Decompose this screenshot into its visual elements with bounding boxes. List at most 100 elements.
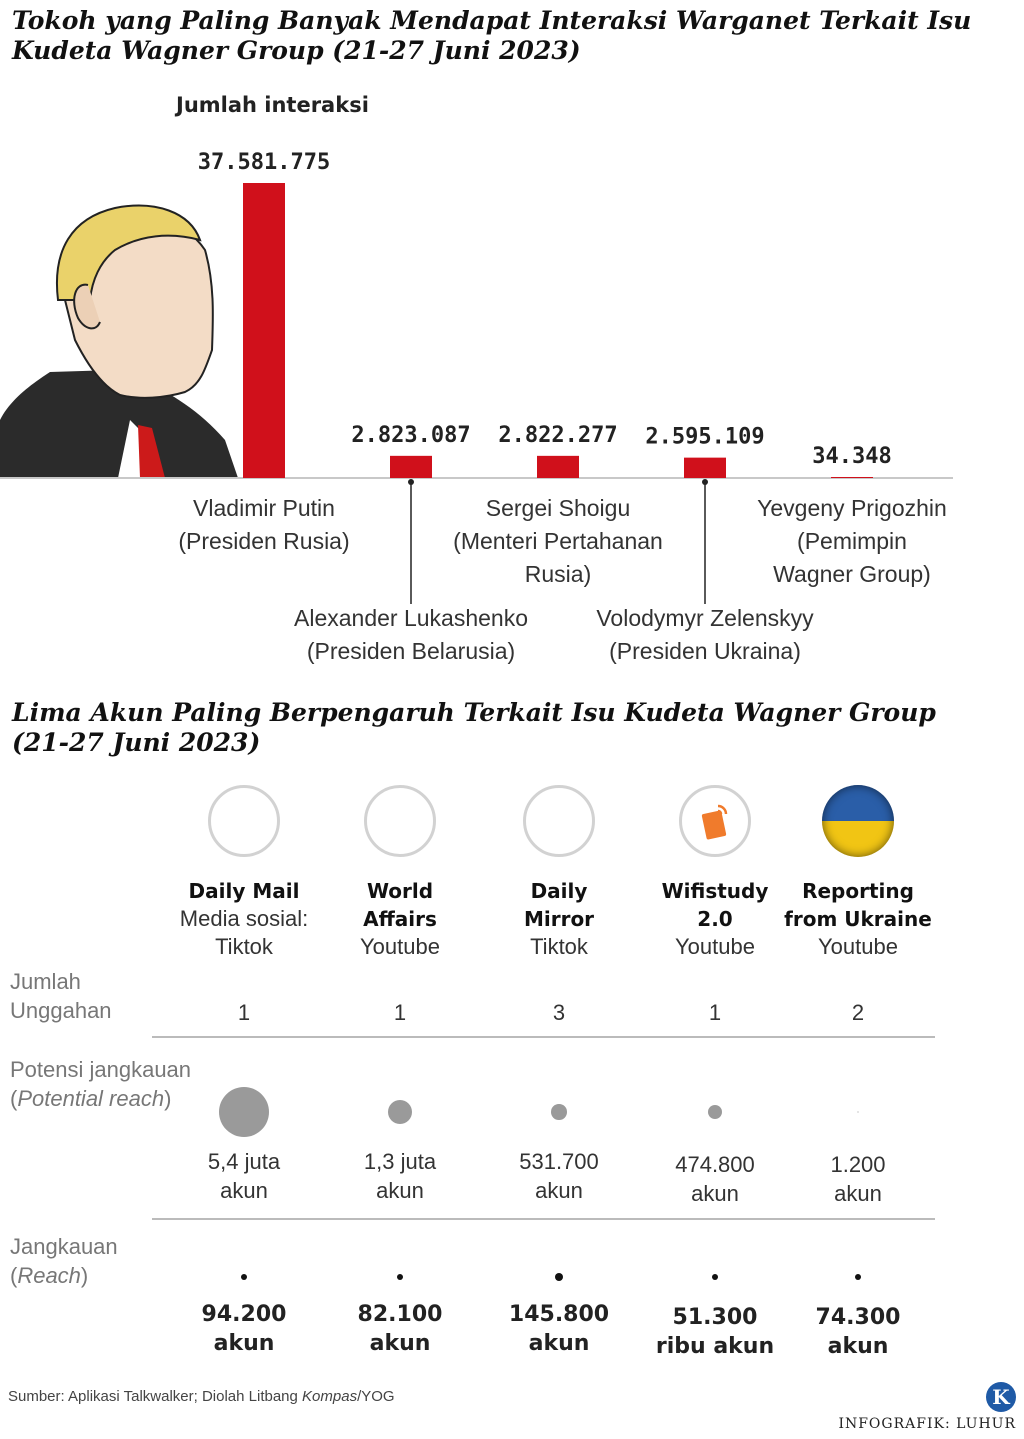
reach-line1: 145.800	[508, 1302, 610, 1327]
potential-reach-bubble-4	[707, 1104, 723, 1120]
reach-dot-3	[555, 1273, 563, 1281]
bar-value-label-2: 2.823.087	[351, 423, 470, 448]
row-label-posts: Jumlah Unggahan	[10, 967, 112, 1025]
category-label-5-line-1: Yevgeny Prigozhin	[757, 495, 947, 521]
account-platform: Youtube	[615, 933, 815, 961]
kompas-logo-letter: K	[992, 1385, 1010, 1409]
account-name: Daily Mirror	[459, 877, 659, 933]
account-name-line2: Affairs	[363, 907, 437, 931]
category-label-2-line-2: (Presiden Belarusia)	[307, 638, 515, 664]
potential-reach-bubble-2	[387, 1099, 413, 1125]
row-label-preach-line1: Potensi jangkauan	[10, 1057, 192, 1082]
potential-reach-value-4: 474.800 akun	[615, 1150, 815, 1208]
row-label-potential-reach: Potensi jangkauan (Potential reach)	[10, 1055, 191, 1113]
y-axis-label: Jumlah interaksi	[174, 93, 369, 117]
row-label-reach-line1: Jangkauan	[10, 1234, 118, 1259]
potential-reach-line1: 1,3 juta	[363, 1149, 437, 1174]
source-note: Sumber: Aplikasi Talkwalker; Diolah Litb…	[8, 1388, 395, 1405]
reach-value-4: 51.300 ribu akun	[615, 1303, 815, 1361]
potential-reach-bubble-3	[551, 1104, 567, 1120]
bar-value-label-1: 37.581.775	[198, 150, 330, 175]
post-count-2: 1	[393, 1000, 407, 1025]
account-logo-placeholder-icon	[208, 785, 280, 857]
account-name-line2: 2.0	[697, 907, 733, 931]
reach-dot-2	[396, 1273, 404, 1281]
source-italic: Kompas	[302, 1388, 358, 1405]
reach-value-1: 94.200 akun	[144, 1300, 344, 1358]
account-column-2: World Affairs Youtube	[300, 785, 500, 961]
reach-line2: akun	[528, 1331, 590, 1356]
potential-reach-line1: 1.200	[830, 1152, 886, 1177]
account-logo-placeholder-icon	[364, 785, 436, 857]
account-logo-placeholder-icon	[523, 785, 595, 857]
bar-4	[684, 457, 726, 478]
potential-reach-line1: 474.800	[675, 1152, 755, 1177]
category-label-1-line-2: (Presiden Rusia)	[178, 528, 349, 554]
category-label-1-line-1: Vladimir Putin	[193, 495, 335, 521]
bar-value-label-5: 34.348	[812, 444, 891, 469]
reach-value-2: 82.100 akun	[300, 1300, 500, 1358]
bar-1	[243, 183, 285, 478]
potential-reach-line2: akun	[834, 1181, 882, 1206]
account-platform-line1: Youtube	[818, 934, 898, 959]
reach-dot-4	[711, 1273, 719, 1281]
accounts-title-line2: (21-27 Juni 2023)	[12, 728, 261, 757]
wifistudy-logo-icon	[679, 785, 751, 857]
reach-line2: ribu akun	[655, 1334, 775, 1359]
account-name: Daily Mail	[144, 877, 344, 905]
account-platform-line1: Youtube	[360, 934, 440, 959]
kompas-logo: K	[986, 1382, 1016, 1412]
category-label-3-line-2: (Menteri Pertahanan	[453, 528, 663, 554]
account-column-5: Reporting from Ukraine Youtube	[758, 785, 958, 961]
account-platform-line1: Tiktok	[530, 934, 588, 959]
account-name: Reporting from Ukraine	[758, 877, 958, 933]
account-name-line1: Daily Mail	[188, 879, 300, 903]
divider-potential-reach	[152, 1218, 935, 1220]
bar-5	[831, 477, 873, 478]
reach-line2: akun	[213, 1331, 275, 1356]
category-label-3-line-1: Sergei Shoigu	[486, 495, 631, 521]
bar-3	[537, 455, 579, 478]
post-count-1: 1	[237, 1000, 251, 1025]
row-label-posts-line2: Unggahan	[10, 998, 112, 1023]
row-label-reach: Jangkauan (Reach)	[10, 1232, 118, 1290]
account-platform-line2: Tiktok	[215, 934, 273, 959]
row-label-preach-line2: Potential reach	[17, 1086, 165, 1111]
potential-reach-line2: akun	[535, 1178, 583, 1203]
post-count-3: 3	[552, 1000, 566, 1025]
infographic-credit: INFOGRAFIK: LUHUR	[838, 1416, 1016, 1432]
potential-reach-bubble-5	[857, 1111, 859, 1113]
account-column-4: Wifistudy 2.0 Youtube	[615, 785, 815, 961]
bar-value-label-4: 2.595.109	[645, 425, 764, 450]
potential-reach-line1: 531.700	[519, 1149, 599, 1174]
reach-line1: 94.200	[201, 1302, 287, 1327]
potential-reach-line2: akun	[220, 1178, 268, 1203]
account-platform: Youtube	[300, 933, 500, 961]
source-prefix: Sumber: Aplikasi Talkwalker; Diolah Litb…	[8, 1388, 303, 1405]
account-platform: Media sosial: Tiktok	[144, 905, 344, 961]
row-label-reach-close: )	[80, 1263, 89, 1288]
category-label-5-line-2: (Pemimpin	[797, 528, 907, 554]
bar-2	[390, 455, 432, 478]
accounts-title-line1: Lima Akun Paling Berpengaruh Terkait Isu…	[12, 698, 936, 727]
account-platform: Youtube	[758, 933, 958, 961]
interaction-bar-chart: Jumlah interaksi 37.581.775 Vladimir Puti…	[0, 93, 953, 664]
reach-value-3: 145.800 akun	[459, 1300, 659, 1358]
chart-title: Tokoh yang Paling Banyak Mendapat Intera…	[12, 6, 1024, 66]
account-name: Wifistudy 2.0	[615, 877, 815, 933]
category-label-3-line-3: Rusia)	[525, 561, 591, 587]
reach-line2: akun	[369, 1331, 431, 1356]
leader-dot-4	[702, 479, 708, 485]
account-name-line1: Daily	[530, 879, 588, 903]
account-name-line1: World	[366, 879, 434, 903]
account-platform-line1: Youtube	[675, 934, 755, 959]
potential-reach-line2: akun	[691, 1181, 739, 1206]
category-label-5-line-3: Wagner Group)	[773, 561, 931, 587]
book-wifi-icon	[701, 804, 728, 840]
reach-value-5: 74.300 akun	[758, 1303, 958, 1361]
potential-reach-value-3: 531.700 akun	[459, 1147, 659, 1205]
account-column-1: Daily Mail Media sosial: Tiktok	[144, 785, 344, 961]
account-platform-line1: Media sosial:	[179, 906, 309, 931]
post-count-5: 2	[851, 1000, 865, 1025]
category-label-2-line-1: Alexander Lukashenko	[294, 605, 528, 631]
